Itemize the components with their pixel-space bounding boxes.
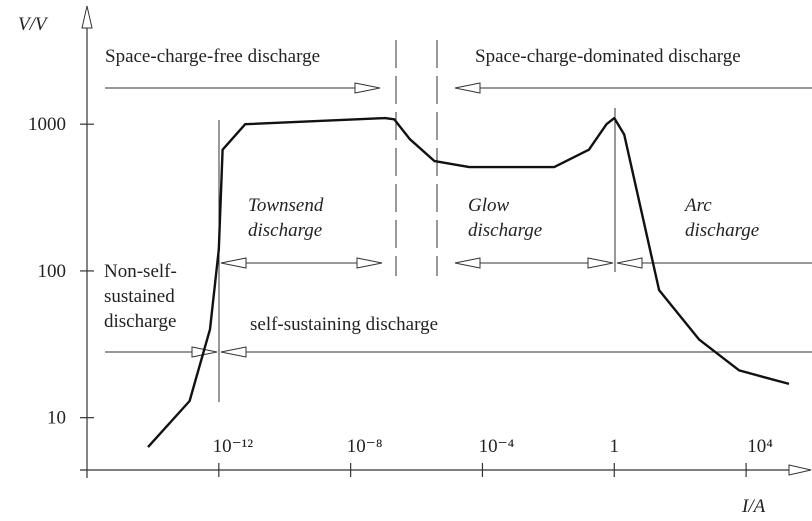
annotation-line: discharge	[685, 220, 759, 241]
annotation-line: self-sustaining discharge	[250, 314, 438, 335]
annotation-line: Non-self-	[104, 261, 177, 282]
annotation-line: discharge	[104, 311, 176, 332]
annotation-line: discharge	[468, 220, 542, 241]
y-tick-label: 1000	[28, 114, 66, 135]
annotation-line: Arc	[683, 195, 712, 216]
x-tick-label: 10⁻¹²	[213, 436, 254, 457]
annotation: Arc discharge	[683, 195, 759, 241]
y-tick-label: 10	[47, 408, 66, 429]
region-arrows	[105, 82, 812, 358]
annotation: Space-charge-free discharge	[105, 46, 320, 67]
annotation: self-sustaining discharge	[250, 314, 438, 335]
region-lines	[218, 40, 616, 402]
y-tick-label: 100	[38, 261, 67, 282]
x-tick-label: 1	[610, 436, 620, 457]
annotation-line: Townsend	[248, 195, 324, 216]
annotation-line: Space-charge-dominated discharge	[475, 46, 741, 67]
annotation: Space-charge-dominated discharge	[475, 46, 741, 67]
x-axis-label: I/A	[741, 496, 766, 517]
y-axis-label: V/V	[18, 14, 49, 35]
annotation-line: Glow	[468, 195, 510, 216]
annotation-line: discharge	[248, 220, 322, 241]
annotation: Townsend discharge	[248, 195, 324, 241]
x-tick-label: 10⁻⁸	[347, 436, 383, 457]
annotation: Non-self-sustained discharge	[104, 261, 177, 332]
annotation-line: Space-charge-free discharge	[105, 46, 320, 67]
x-tick-label: 10⁻⁴	[479, 436, 515, 457]
annotation-line: sustained	[104, 286, 175, 307]
x-tick-label: 10⁴	[747, 436, 773, 457]
annotation: Glow discharge	[468, 195, 542, 241]
axes	[80, 5, 812, 478]
curve	[147, 116, 790, 448]
